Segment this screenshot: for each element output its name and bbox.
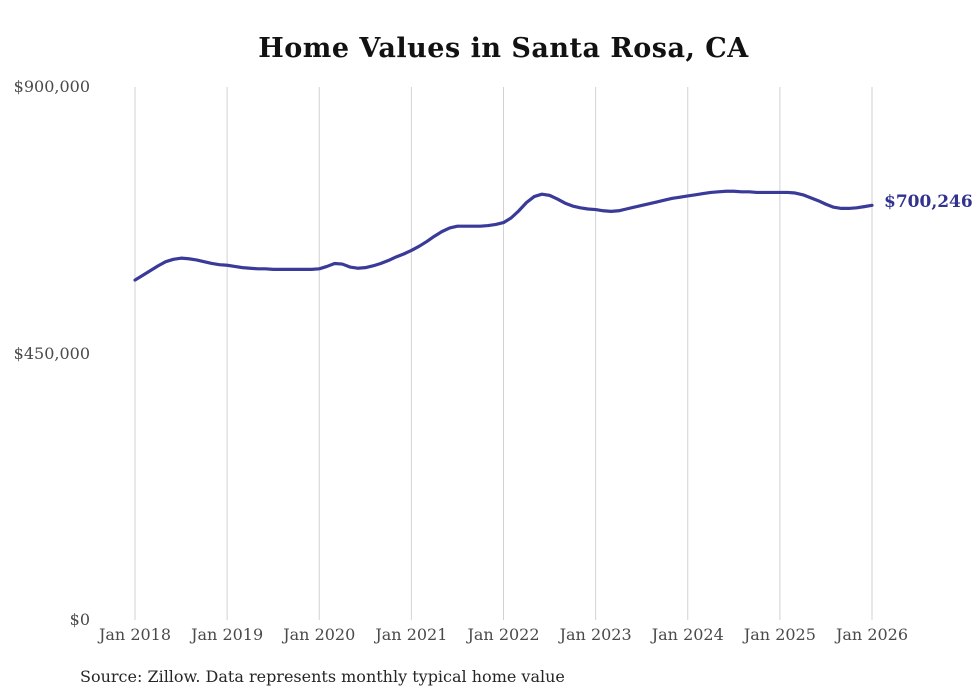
y-tick-label: $0 bbox=[69, 610, 90, 629]
y-tick-label: $450,000 bbox=[13, 343, 90, 363]
x-tick-label: Jan 2018 bbox=[98, 625, 172, 644]
value-line bbox=[133, 189, 874, 282]
x-tick-label: Jan 2021 bbox=[375, 625, 448, 644]
x-tick-label: Jan 2025 bbox=[743, 625, 816, 644]
chart-title: Home Values in Santa Rosa, CA bbox=[258, 33, 749, 64]
source-note: Source: Zillow. Data represents monthly … bbox=[80, 667, 565, 686]
x-tick-label: Jan 2024 bbox=[651, 625, 724, 644]
x-tick-label: Jan 2023 bbox=[559, 625, 632, 644]
y-tick-label: $900,000 bbox=[13, 77, 90, 96]
x-tick-label: Jan 2026 bbox=[835, 625, 909, 644]
current-value-label: $700,246 bbox=[884, 192, 973, 213]
gridlines bbox=[134, 87, 873, 620]
x-tick-label: Jan 2019 bbox=[191, 625, 264, 644]
x-tick-label: Jan 2022 bbox=[467, 625, 540, 644]
x-tick-label: Jan 2020 bbox=[283, 625, 356, 644]
